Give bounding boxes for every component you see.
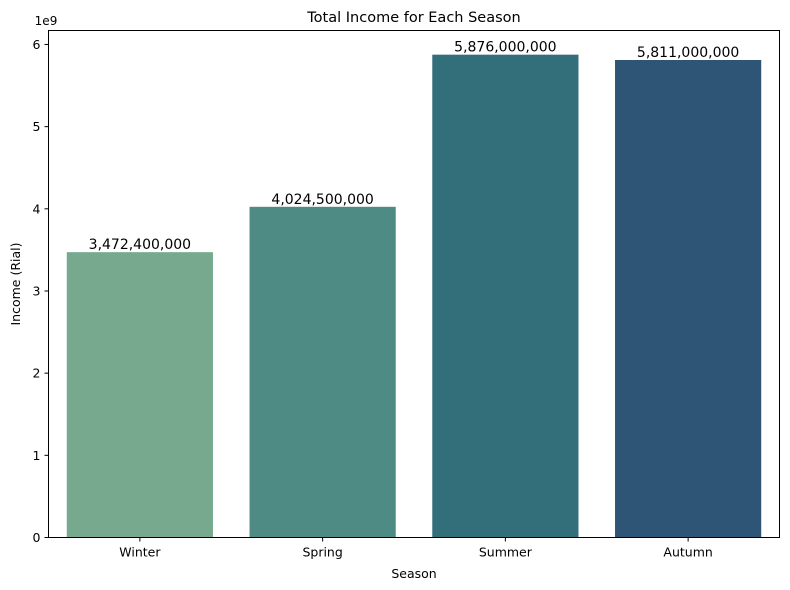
bar-value-label: 5,811,000,000 bbox=[637, 45, 739, 61]
bar-value-label: 5,876,000,000 bbox=[454, 40, 556, 56]
x-tick-label: Spring bbox=[302, 545, 342, 560]
x-tick-label: Autumn bbox=[663, 545, 712, 560]
x-tick-label: Winter bbox=[119, 545, 161, 560]
bar-winter bbox=[66, 252, 213, 538]
y-tick-label: 5 bbox=[33, 119, 41, 134]
plot-frame bbox=[48, 30, 780, 538]
y-tick-label: 6 bbox=[33, 37, 41, 52]
y-axis-label: Income (Rial) bbox=[8, 242, 23, 325]
y-tick-label: 3 bbox=[33, 283, 41, 298]
x-tick-label: Summer bbox=[479, 545, 533, 560]
bar-value-label: 3,472,400,000 bbox=[89, 237, 191, 253]
bar-autumn bbox=[615, 59, 762, 538]
x-axis-label: Season bbox=[391, 566, 436, 581]
y-tick-label: 2 bbox=[33, 366, 41, 381]
y-tick-label: 4 bbox=[33, 201, 41, 216]
bar-summer bbox=[432, 54, 579, 538]
bars-layer bbox=[66, 54, 762, 538]
bar-value-label: 4,024,500,000 bbox=[271, 192, 373, 208]
y-axis-offset-label: 1e9 bbox=[35, 14, 58, 28]
x-ticks-layer: Winter Spring Summer Autumn bbox=[119, 537, 713, 560]
value-labels-layer: 3,472,400,000 4,024,500,000 5,876,000,000 5… bbox=[89, 40, 740, 254]
y-tick-label: 0 bbox=[33, 530, 41, 545]
y-tick-label: 1 bbox=[33, 448, 41, 463]
chart-title: Total Income for Each Season bbox=[306, 10, 520, 26]
y-ticks-layer: 0 1 2 3 4 5 6 bbox=[33, 37, 49, 545]
bar-spring bbox=[249, 206, 396, 538]
